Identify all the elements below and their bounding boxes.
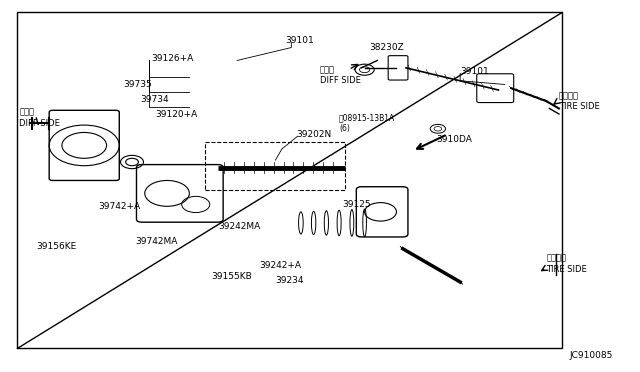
Text: 39242MA: 39242MA xyxy=(218,222,260,231)
Text: 39101: 39101 xyxy=(460,67,489,76)
Text: タイヤ側
TIRE SIDE: タイヤ側 TIRE SIDE xyxy=(546,253,587,273)
Text: デフ側
DIFF SIDE: デフ側 DIFF SIDE xyxy=(320,65,361,85)
Bar xyxy=(17,13,562,349)
Text: デフ側
DIFF SIDE: デフ側 DIFF SIDE xyxy=(19,108,60,128)
Text: 39126+A: 39126+A xyxy=(151,54,193,63)
Text: 39735: 39735 xyxy=(124,80,152,89)
Text: 39125: 39125 xyxy=(342,200,371,209)
Bar xyxy=(205,142,346,190)
Text: JC910085: JC910085 xyxy=(570,350,613,359)
Text: 39202N: 39202N xyxy=(296,130,331,139)
Text: 39234: 39234 xyxy=(275,276,304,285)
Text: ⓜ08915-13B1A
(6): ⓜ08915-13B1A (6) xyxy=(339,113,396,133)
Text: 39156KE: 39156KE xyxy=(36,243,77,251)
Text: 38230Z: 38230Z xyxy=(370,43,404,52)
Text: 39155KB: 39155KB xyxy=(212,272,252,281)
Text: 39734: 39734 xyxy=(140,95,169,104)
Text: 3910DA: 3910DA xyxy=(436,135,472,144)
Text: 39242+A: 39242+A xyxy=(259,261,301,270)
Text: 39742MA: 39742MA xyxy=(135,237,177,246)
Text: 39742+A: 39742+A xyxy=(99,202,140,211)
Text: 39101: 39101 xyxy=(285,36,314,45)
Text: 39120+A: 39120+A xyxy=(156,109,198,119)
Text: タイヤ側
TIRE SIDE: タイヤ側 TIRE SIDE xyxy=(559,91,600,111)
